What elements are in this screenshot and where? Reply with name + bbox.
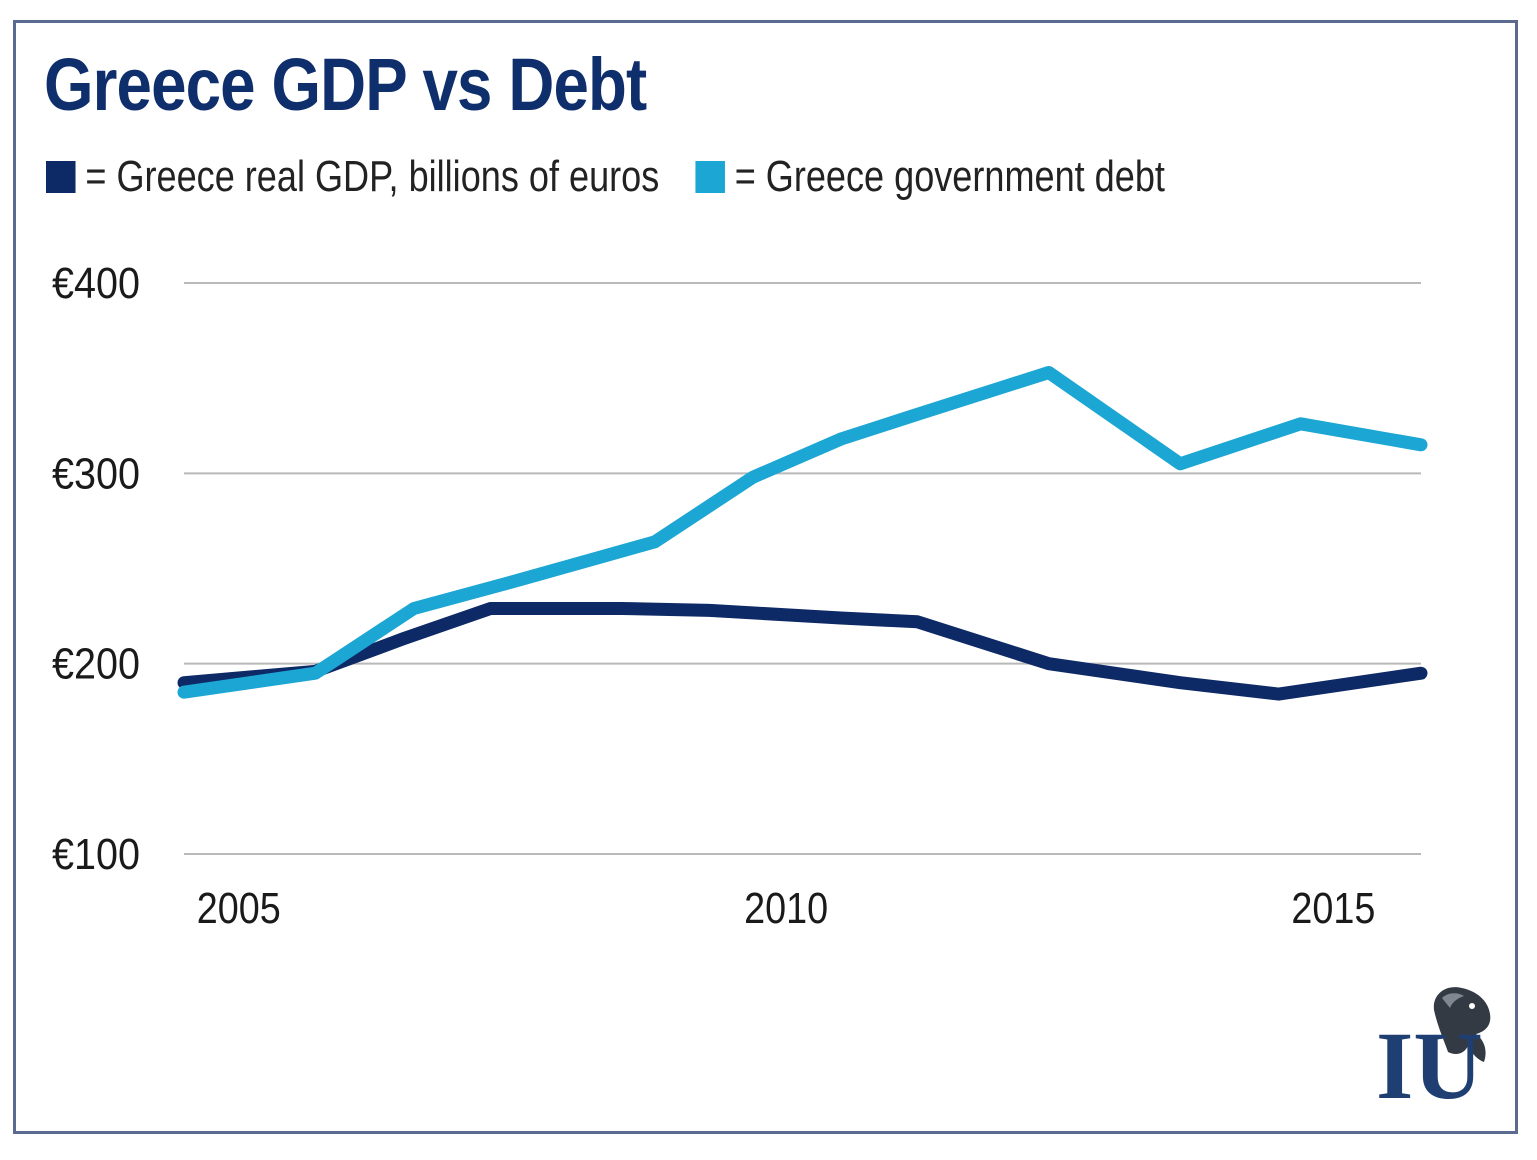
chart-title: Greece GDP vs Debt [44, 43, 647, 126]
legend-swatch-debt [695, 161, 725, 193]
x-axis-ticks: 2005 2010 2015 [197, 884, 1376, 933]
legend: = Greece real GDP, billions of euros = G… [46, 152, 1201, 202]
x-tick-label: 2015 [1291, 884, 1375, 933]
chart-frame [13, 20, 1518, 1134]
x-tick-label: 2010 [744, 884, 828, 933]
gridlines [184, 282, 1421, 855]
series-line-debt [177, 366, 1428, 699]
series-line-gdp [177, 602, 1428, 701]
iu-lion-logo-icon: IU [1376, 987, 1491, 1110]
logo-lettering: IU [1376, 1012, 1483, 1110]
y-tick-label: €200 [52, 640, 140, 689]
series-lines [177, 366, 1428, 701]
y-tick-label: €400 [52, 259, 140, 308]
y-axis-ticks: €100 €200 €300 €400 [52, 259, 140, 879]
legend-label-debt: = Greece government debt [734, 152, 1165, 201]
x-tick-label: 2005 [197, 884, 281, 933]
legend-item-gdp: = Greece real GDP, billions of euros [46, 152, 659, 202]
legend-item-debt: = Greece government debt [695, 152, 1165, 202]
legend-swatch-gdp [46, 161, 76, 193]
y-tick-label: €100 [52, 830, 140, 879]
legend-label-gdp: = Greece real GDP, billions of euros [85, 152, 660, 201]
y-tick-label: €300 [52, 449, 140, 498]
